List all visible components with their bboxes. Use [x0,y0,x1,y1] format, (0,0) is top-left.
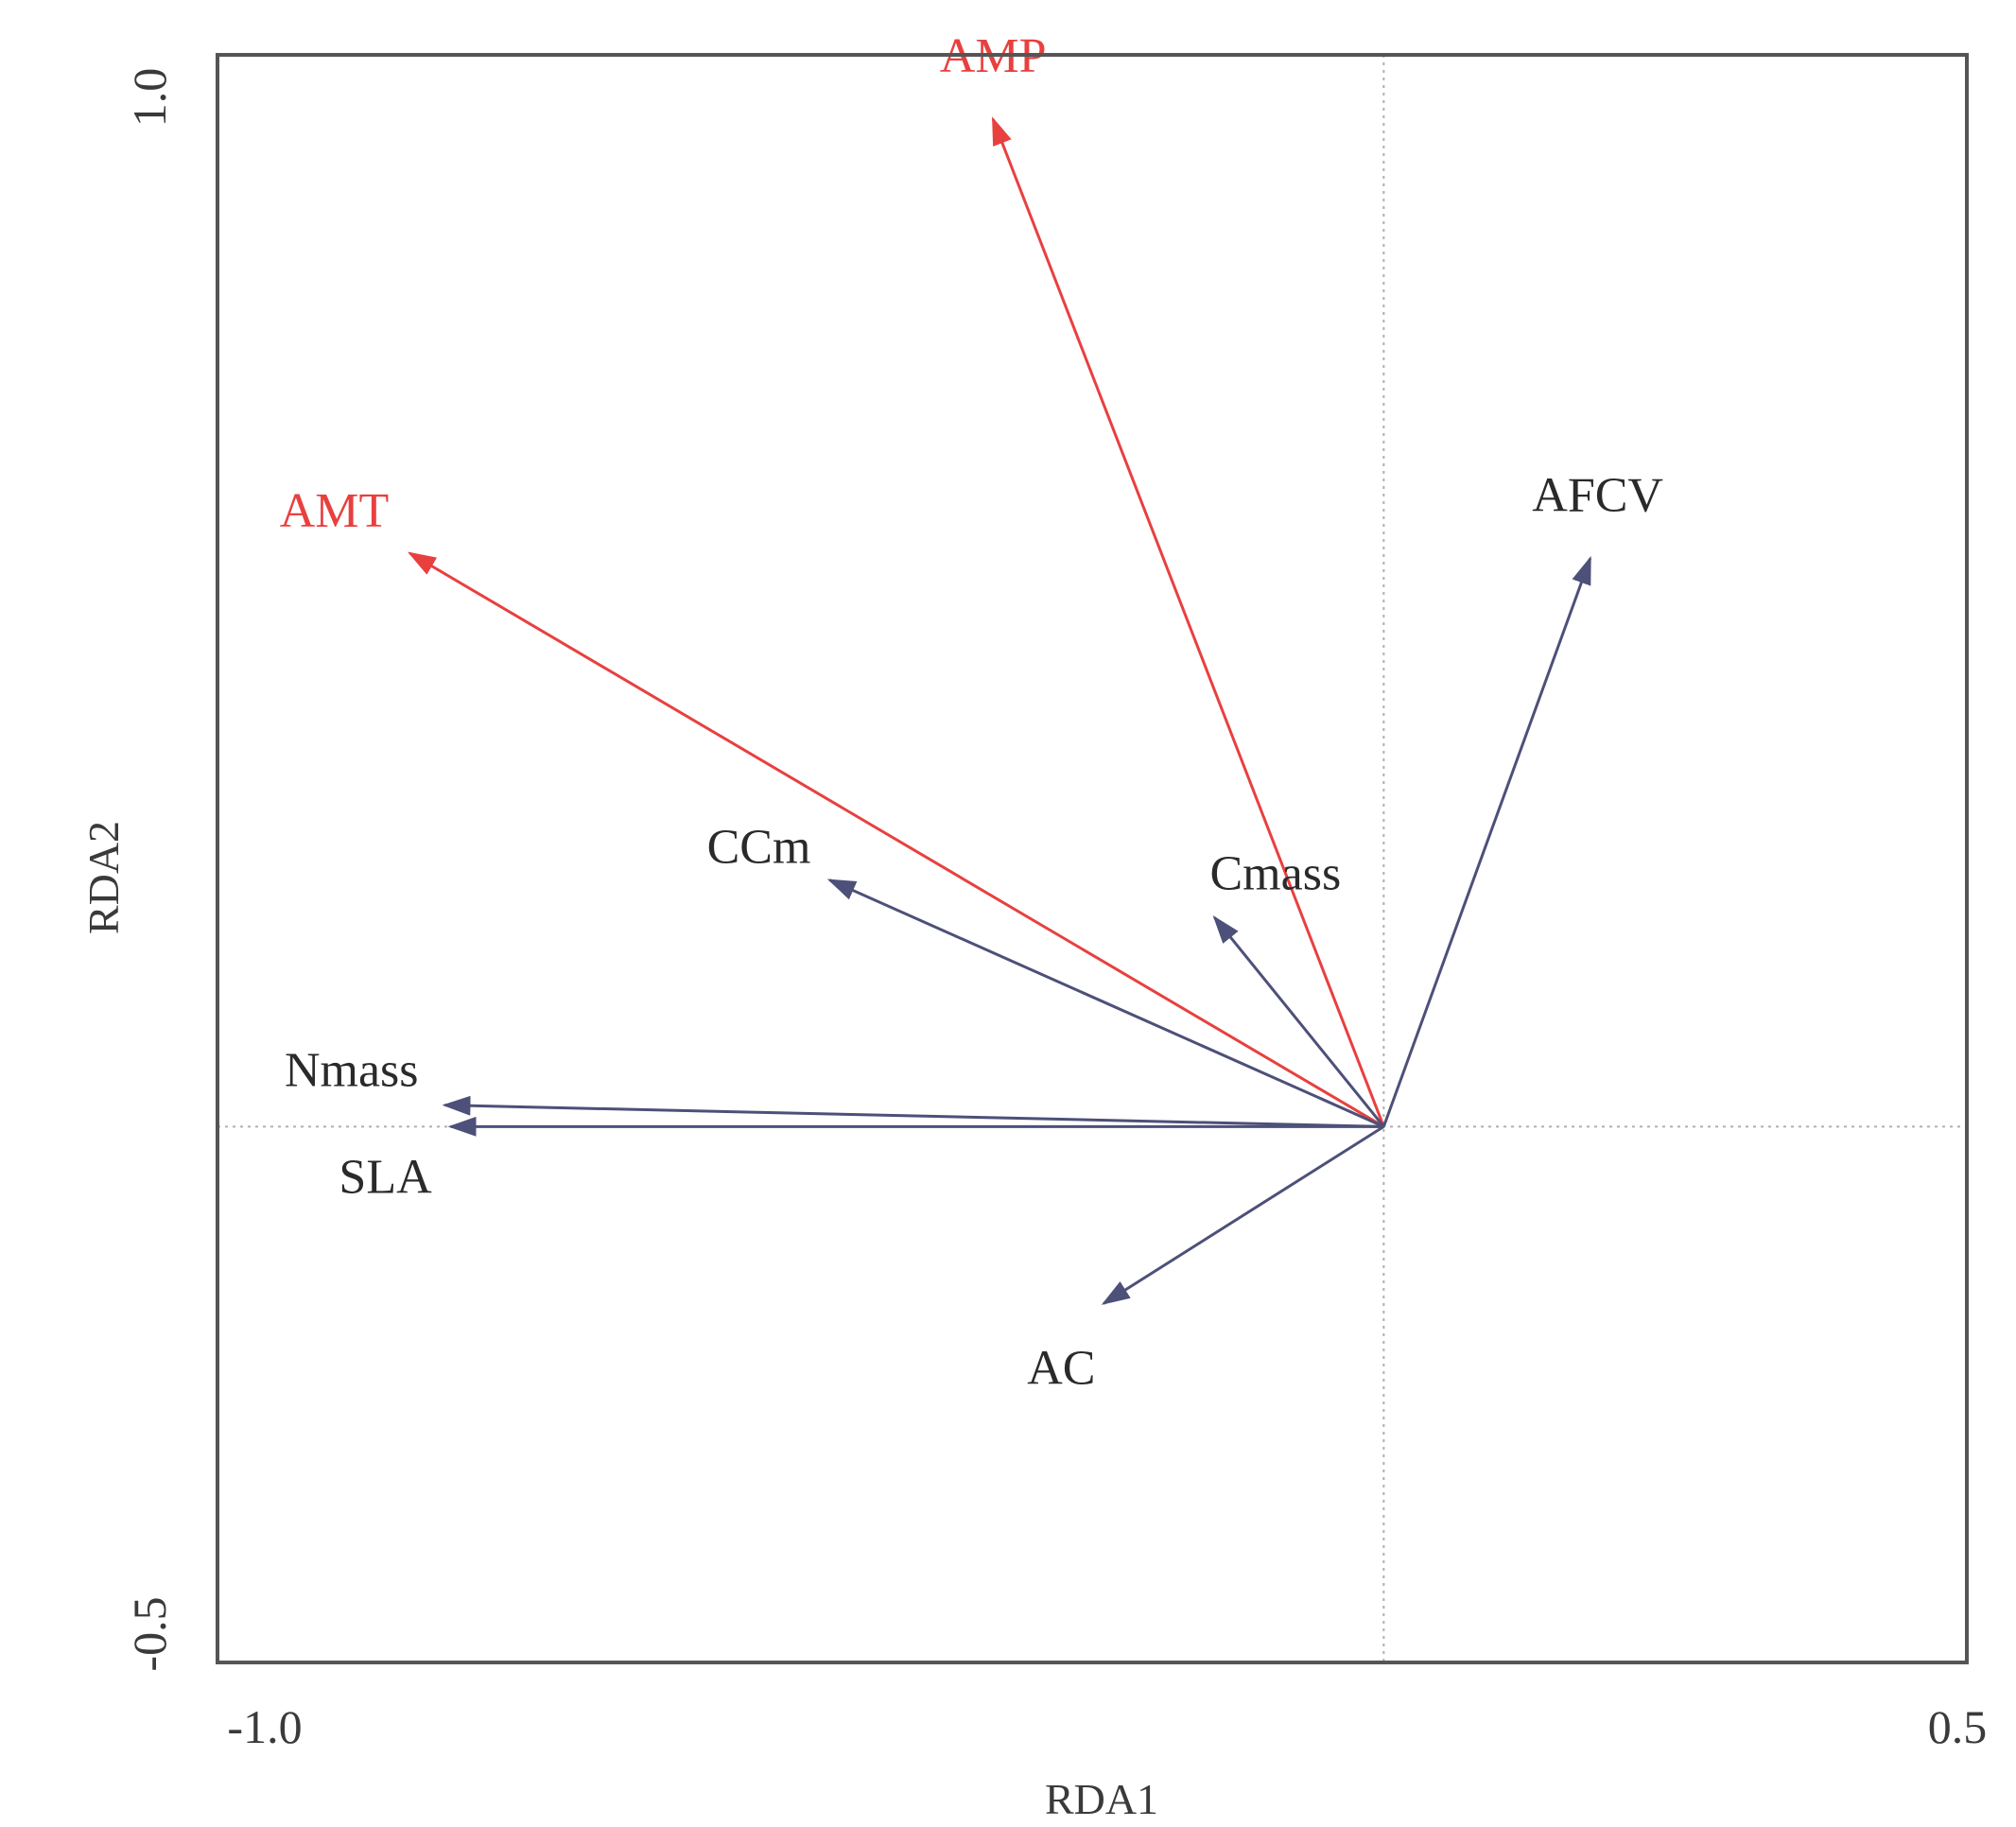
vector-label-nmass: Nmass [285,1044,419,1098]
y-tick-label: 1.0 [123,68,176,128]
vector-label-sla: SLA [339,1150,432,1204]
y-axis-label: RDA2 [79,821,128,934]
y-tick-label: -0.5 [123,1596,176,1671]
vector-arrow-amp [991,116,1385,1127]
vector-label-ac: AC [1027,1341,1095,1395]
vector-label-amt: AMT [280,484,390,538]
plot-frame [216,53,1969,1664]
x-tick-label: -1.0 [227,1700,302,1753]
vector-arrow-afcv [1382,555,1592,1127]
vector-label-afcv: AFCV [1532,469,1663,523]
x-tick-label: 0.5 [1928,1700,1988,1753]
vector-arrow-ac [1101,1125,1385,1305]
vector-label-ccm: CCm [707,821,811,875]
tick-labels-group: -1.0 0.5 1.0 -0.5 [123,68,1987,1753]
vector-label-cmass: Cmass [1210,846,1342,900]
vector-arrow-cmass [1212,915,1385,1128]
vector-arrow-amt [407,551,1385,1128]
vector-arrow-nmass [442,1095,1384,1128]
vector-arrow-ccm [826,879,1384,1128]
x-axis-label: RDA1 [1045,1775,1158,1822]
